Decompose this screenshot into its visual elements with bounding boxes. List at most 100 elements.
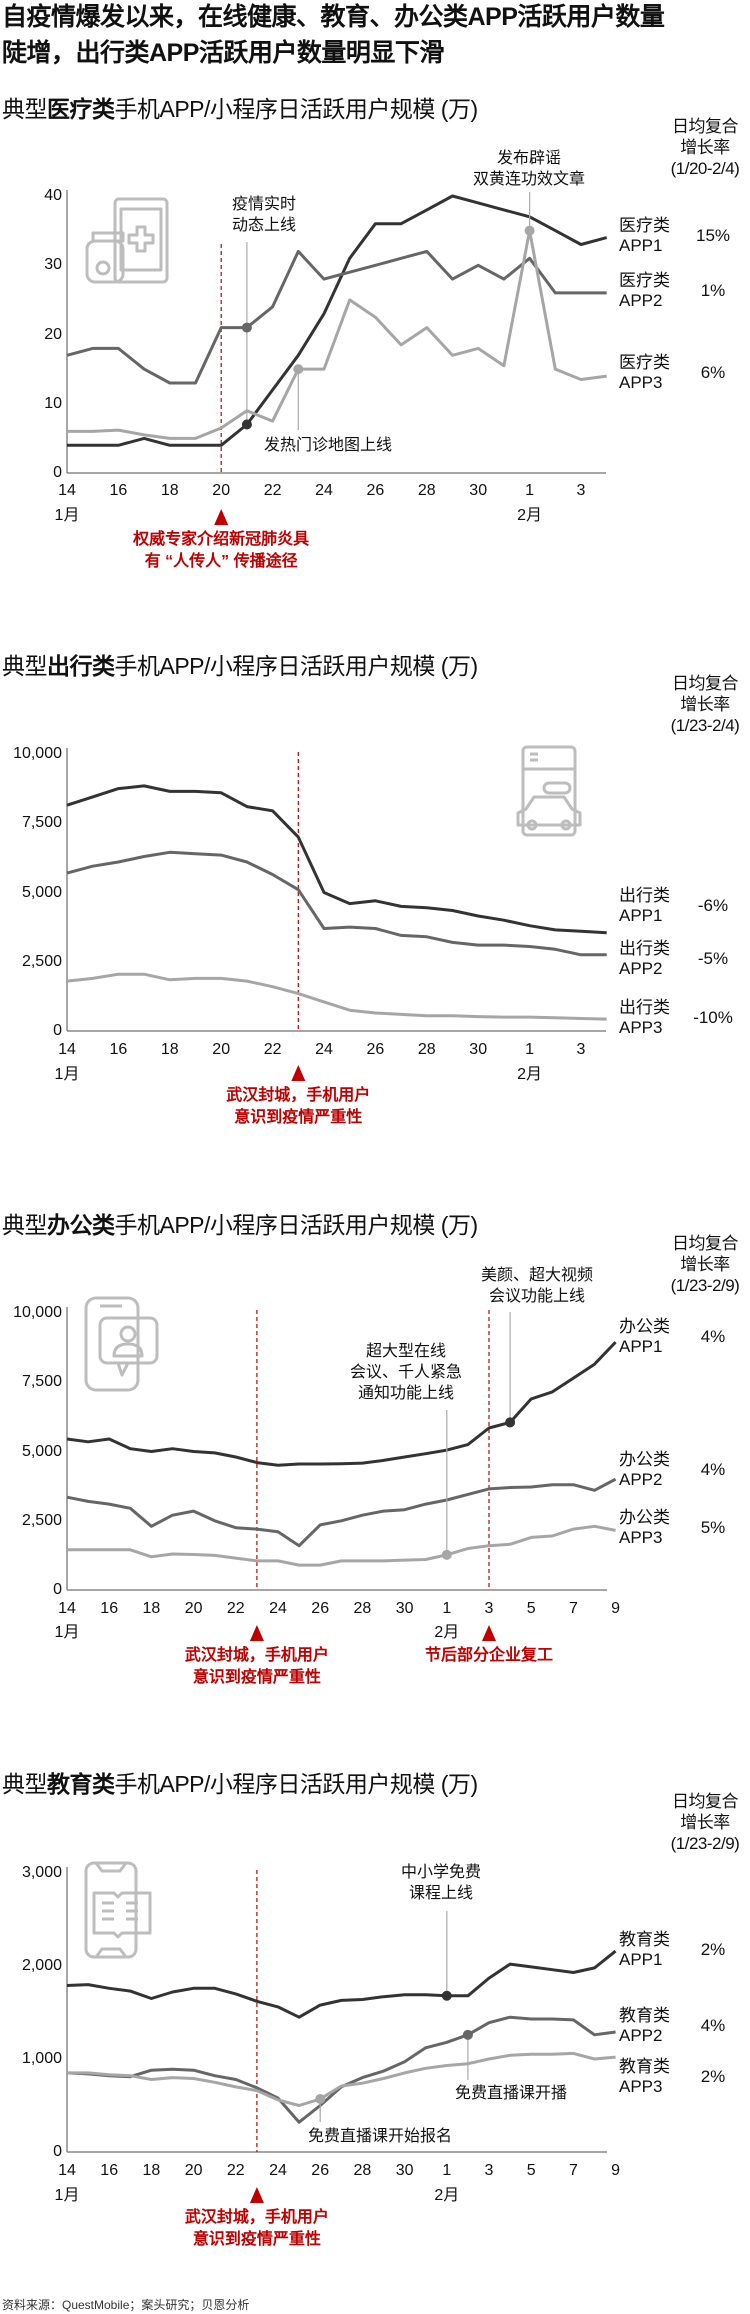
x-tick-label: 5 [526, 1600, 536, 1617]
month-label: 1月 [54, 1624, 80, 1641]
y-tick-label: 10,000 [13, 1304, 62, 1321]
headline-line-1: 自疫情爆发以来，在线健康、教育、办公类APP活跃用户数量 [2, 3, 665, 31]
growth-rate-app2: 1% [700, 281, 726, 300]
annotation-text: 动态上线 [231, 217, 297, 234]
chart-title-category: 医疗类 [47, 96, 115, 122]
x-tick-label: 20 [184, 1600, 203, 1617]
annotation-dot [441, 1990, 452, 2001]
x-tick-label: 14 [58, 1600, 76, 1617]
y-tick-label: 10 [44, 394, 62, 412]
chart-title-category: 教育类 [47, 1771, 115, 1797]
annotation-text: 疫情实时 [231, 196, 297, 213]
growth-rate-header: 日均复合 [672, 674, 739, 693]
x-tick-label: 30 [469, 1041, 488, 1058]
series-category: 教育类 [619, 2057, 670, 2076]
growth-rate-header: 增长率 [680, 695, 730, 714]
y-tick-label: 7,500 [21, 814, 62, 832]
x-tick-label: 5 [526, 2162, 536, 2179]
growth-rate-header: 增长率 [680, 138, 730, 157]
y-tick-label: 30 [44, 256, 62, 274]
y-tick-label: 2,500 [21, 952, 62, 970]
growth-rate-header: 日均复合 [672, 117, 739, 136]
x-tick-label: 26 [366, 1041, 385, 1058]
month-label: 2月 [434, 1624, 460, 1641]
x-tick-label: 28 [353, 1600, 372, 1617]
event-label: 武汉封城，手机用户 [226, 1087, 371, 1104]
series-label-app3: 医疗类 APP3 [619, 353, 670, 393]
x-tick-label: 16 [109, 1041, 128, 1058]
series-app-name: APP2 [619, 291, 663, 310]
event-triangle-icon [214, 509, 229, 525]
series-app-name: APP3 [619, 1018, 663, 1037]
x-tick-label: 9 [611, 1600, 621, 1617]
growth-rate-app3: 6% [700, 363, 726, 382]
series-label-app3: 出行类 APP3 [619, 998, 670, 1038]
annotation-text: 免费直播课开始报名 [308, 2128, 453, 2145]
annotation-text: 课程上线 [408, 1885, 474, 1902]
event-label: 意识到疫情严重性 [192, 1669, 321, 1686]
y-tick-label: 3,000 [21, 1864, 62, 1881]
source-note: 资料来源：QuestMobile；案头研究；贝恩分析 [2, 2298, 250, 2312]
x-tick-label: 24 [269, 2162, 287, 2179]
x-tick-label: 9 [611, 2162, 621, 2179]
series-app-name: APP2 [619, 2026, 663, 2045]
chart-title-prefix: 典型 [2, 653, 48, 679]
x-tick-label: 24 [269, 1600, 287, 1617]
series-app-name: APP2 [619, 1470, 663, 1489]
chart-title-prefix: 典型 [2, 1212, 48, 1238]
series-label-app3: 教育类 APP3 [619, 2057, 670, 2097]
chart-title: 典型办公类手机APP/小程序日活跃用户规模 (万) [2, 1206, 478, 1240]
chart-title-category: 出行类 [47, 653, 115, 679]
x-tick-label: 28 [417, 1041, 436, 1058]
x-tick-label: 20 [184, 2162, 203, 2179]
x-tick-label: 14 [58, 482, 76, 499]
event-triangle-icon [249, 2187, 264, 2203]
x-tick-label: 30 [469, 482, 488, 499]
series-label-app3: 办公类 APP3 [619, 1508, 670, 1548]
x-tick-label: 7 [568, 1600, 578, 1617]
series-label-app2: 教育类 APP2 [619, 2006, 670, 2046]
chart-title-prefix: 典型 [2, 96, 48, 122]
growth-rate-header: 日均复合 [672, 1234, 739, 1253]
y-tick-label: 0 [53, 2143, 62, 2160]
y-tick-label: 40 [44, 187, 62, 204]
month-label: 2月 [517, 507, 543, 524]
series-app-name: APP1 [619, 1337, 663, 1356]
annotation-text: 免费直播课开播 [455, 2085, 568, 2102]
y-tick-label: 0 [53, 464, 62, 481]
x-tick-label: 22 [263, 482, 282, 499]
chart-title-prefix: 典型 [2, 1771, 48, 1797]
series-app-name: APP3 [619, 373, 663, 392]
series-app-name: APP3 [619, 2077, 663, 2096]
annotation-dot [293, 364, 304, 375]
series-line-app2 [66, 249, 607, 385]
x-tick-label: 18 [160, 1041, 179, 1058]
annotation-dot [462, 2029, 473, 2040]
series-app-name: APP1 [619, 1950, 663, 1969]
series-label-app1: 出行类 APP1 [619, 886, 670, 926]
headline-line-2: 陡增，出行类APP活跃用户数量明显下滑 [2, 39, 444, 67]
annotation-text: 通知功能上线 [357, 1385, 455, 1402]
annotation-text: 会议、千人紧急 [349, 1364, 463, 1381]
x-tick-label: 18 [160, 482, 179, 499]
taxi-app-icon [516, 745, 582, 837]
series-label-app2: 出行类 APP2 [619, 939, 670, 979]
series-label-app1: 教育类 APP1 [619, 1930, 670, 1970]
growth-rate-header: 增长率 [680, 1255, 730, 1274]
chart-title: 典型出行类手机APP/小程序日活跃用户规模 (万) [2, 647, 478, 681]
series-line-app1 [66, 1341, 617, 1467]
series-category: 办公类 [619, 1508, 670, 1527]
annotation-dot [524, 225, 535, 236]
series-category: 办公类 [619, 1450, 670, 1469]
series-line-app2 [66, 850, 607, 957]
series-category: 医疗类 [619, 271, 670, 290]
growth-rate-app1: 2% [700, 1940, 726, 1959]
month-label: 1月 [54, 1066, 80, 1083]
x-tick-label: 1 [525, 482, 535, 499]
x-tick-label: 22 [226, 2162, 245, 2179]
event-label: 意识到疫情严重性 [192, 2231, 321, 2248]
annotation-text: 中小学免费 [400, 1864, 482, 1881]
y-tick-label: 1,000 [21, 2050, 62, 2067]
chart-title-suffix: 手机APP/小程序日活跃用户规模 (万) [114, 96, 479, 122]
